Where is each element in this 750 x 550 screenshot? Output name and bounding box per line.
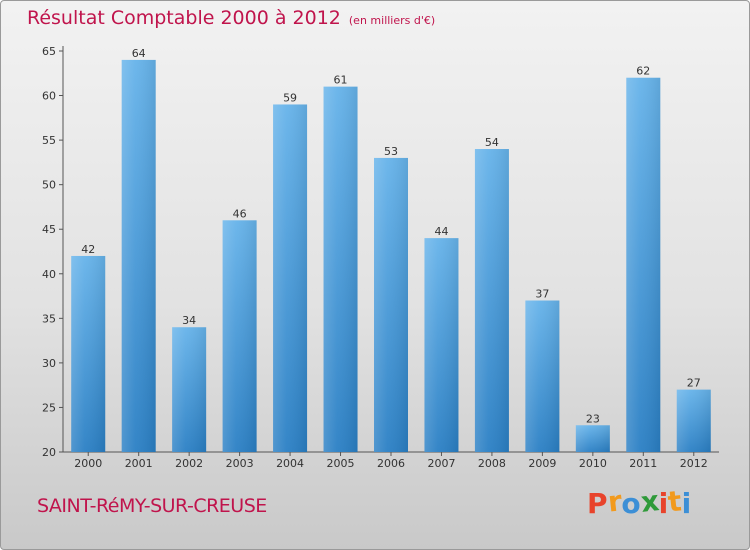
x-tick-label: 2008 [478, 457, 506, 470]
bar-value-label: 46 [233, 207, 247, 220]
bar-shine [121, 59, 156, 453]
proxiti-logo: Proxiti [587, 484, 692, 520]
x-tick-label: 2007 [427, 457, 455, 470]
y-tick-label: 60 [42, 90, 56, 103]
x-tick-label: 2011 [629, 457, 657, 470]
bar-value-label: 23 [586, 412, 600, 425]
y-tick-label: 40 [42, 268, 56, 281]
y-tick-label: 45 [42, 223, 56, 236]
y-tick-label: 35 [42, 312, 56, 325]
bar-value-label: 54 [485, 136, 499, 149]
logo-letter: i [681, 487, 692, 520]
x-tick-label: 2001 [125, 457, 153, 470]
x-tick-label: 2010 [579, 457, 607, 470]
x-tick-label: 2009 [528, 457, 556, 470]
bar-value-label: 37 [535, 288, 549, 301]
bar-value-label: 42 [81, 243, 95, 256]
logo-letter: i [658, 487, 669, 520]
logo-letter: o [621, 487, 641, 520]
y-tick-label: 50 [42, 179, 56, 192]
x-tick-label: 2002 [175, 457, 203, 470]
bar-value-label: 64 [132, 47, 146, 60]
bar-shine [323, 86, 358, 453]
bar-shine [71, 255, 106, 452]
bar-value-label: 27 [687, 377, 701, 390]
x-tick-label: 2006 [377, 457, 405, 470]
chart-subtitle: (en milliers d'€) [348, 14, 436, 27]
x-tick-label: 2005 [327, 457, 355, 470]
chart-title: Résultat Comptable 2000 à 2012 (en millie… [27, 7, 435, 29]
bar-shine [474, 149, 509, 452]
y-tick-label: 30 [42, 357, 56, 370]
logo-letter: x [638, 484, 661, 519]
x-tick-label: 2003 [226, 457, 254, 470]
bar-shine [424, 238, 459, 452]
bar-shine [222, 220, 257, 452]
bar-shine [575, 425, 610, 452]
y-tick-label: 65 [42, 45, 56, 58]
bar-value-label: 53 [384, 145, 398, 158]
bar-shine [172, 327, 207, 452]
bar-value-label: 62 [636, 65, 650, 78]
bar-value-label: 59 [283, 91, 297, 104]
logo-letter: P [587, 487, 608, 520]
bar-shine [525, 300, 560, 452]
x-tick-label: 2000 [74, 457, 102, 470]
bar-value-label: 61 [334, 74, 348, 87]
logo-letter: r [605, 484, 624, 519]
x-tick-label: 2004 [276, 457, 304, 470]
bar-value-label: 44 [434, 225, 448, 238]
y-tick-label: 20 [42, 446, 56, 459]
y-tick-label: 25 [42, 401, 56, 414]
chart-bars: 42 64 34 46 59 61 53 44 54 37 23 62 27 [71, 47, 711, 453]
y-tick-label: 55 [42, 134, 56, 147]
bar-value-label: 34 [182, 314, 196, 327]
bar-shine [626, 77, 661, 452]
chart-title-text: Résultat Comptable 2000 à 2012 [27, 7, 341, 29]
x-tick-label: 2012 [680, 457, 708, 470]
commune-name: SAINT-RéMY-SUR-CREUSE [37, 495, 267, 517]
bar-shine [273, 104, 308, 452]
bar-shine [374, 157, 408, 452]
bar-shine [676, 389, 711, 452]
